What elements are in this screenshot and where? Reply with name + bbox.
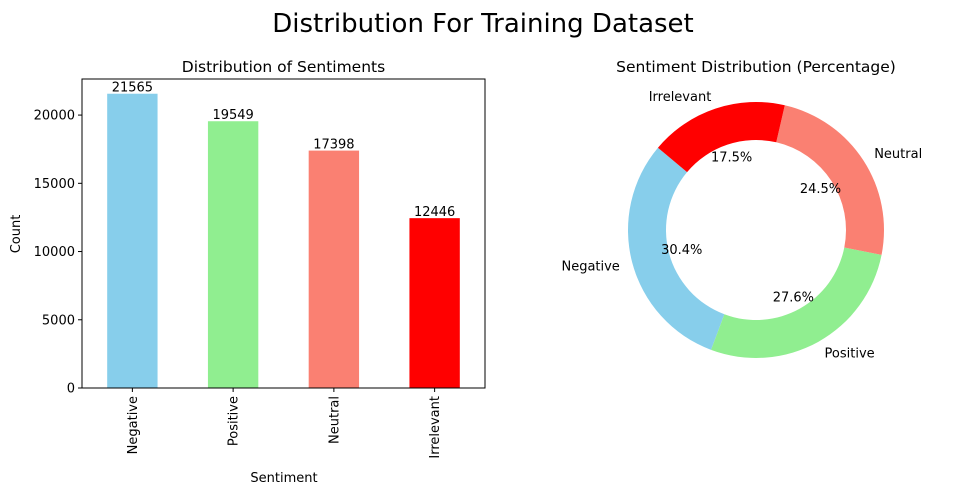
bar-neutral [308,150,360,388]
y-tick-label-15000: 15000 [34,177,75,192]
bar-chart-frame [81,78,486,389]
y-tick-label-20000: 20000 [34,109,75,124]
pie-category-label-neutral: Neutral [874,147,922,162]
bar-value-label-negative: 21565 [112,81,153,96]
x-tick-label-neutral: Neutral [327,396,342,444]
bar-y-axis: 0 5000 10000 15000 20000 [34,109,82,397]
pie-slice-neutral [776,105,884,255]
pie-percent-label-positive: 27.6% [773,291,814,306]
y-tick-label-10000: 10000 [34,245,75,260]
bar-value-label-positive: 19549 [212,108,253,123]
pie-category-label-irrelevant: Irrelevant [649,90,712,105]
pie-percent-label-neutral: 24.5% [800,182,841,197]
pie-percent-label-negative: 30.4% [661,243,702,258]
bar-chart-title: Distribution of Sentiments [182,58,385,76]
x-tick-label-negative: Negative [126,396,141,454]
y-tick-label-0: 0 [67,382,75,397]
pie-chart-title: Sentiment Distribution (Percentage) [616,58,896,76]
x-tick-label-positive: Positive [227,396,242,446]
pie-category-label-negative: Negative [561,259,619,274]
pie-chart: Sentiment Distribution (Percentage) Nega… [561,58,922,362]
figure-suptitle: Distribution For Training Dataset [272,9,694,39]
bar-x-axis: Negative Positive Neutral Irrelevant [126,388,443,459]
pie-category-label-positive: Positive [825,347,875,362]
pie-labels: Negative 30.4% Positive 27.6% Neutral 24.5% Ir… [561,90,922,362]
bar-irrelevant [409,218,460,388]
bar-value-label-irrelevant: 12446 [414,205,455,220]
bar-chart: Distribution of Sentiments 21565 19549 173… [9,58,486,486]
pie-percent-label-irrelevant: 17.5% [711,151,752,166]
bar-negative [107,93,158,388]
bar-value-label-neutral: 17398 [313,138,354,153]
x-tick-label-irrelevant: Irrelevant [428,396,443,459]
y-tick-label-5000: 5000 [42,313,75,328]
pie-slice-positive [711,247,882,358]
bar-x-axis-label: Sentiment [250,471,317,486]
bar-positive [207,121,259,388]
pie-slice-negative [627,147,725,350]
pie-slice-irrelevant [657,101,785,173]
bar-marks: 21565 19549 17398 12446 [107,81,460,388]
bar-y-axis-label: Count [9,215,24,254]
pie-marks [627,101,884,358]
